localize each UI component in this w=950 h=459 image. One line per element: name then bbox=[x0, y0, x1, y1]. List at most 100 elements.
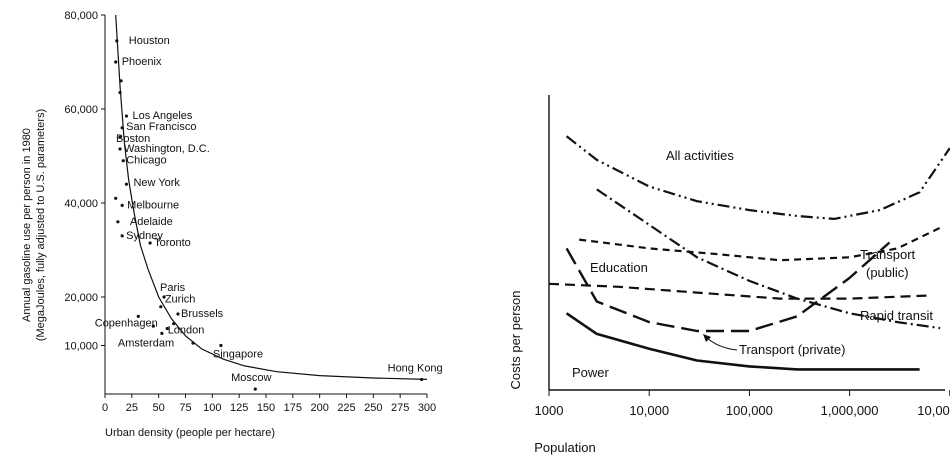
left-x-axis-title: Urban density (people per hectare) bbox=[105, 427, 275, 439]
left-y-axis-title-line1: Annual gasoline use per person in 1980 bbox=[21, 128, 33, 322]
data-point bbox=[120, 234, 124, 238]
series-line bbox=[548, 282, 928, 300]
x-tick-label: 125 bbox=[230, 402, 248, 414]
label-transport-private: Transport (private) bbox=[739, 342, 845, 357]
data-point bbox=[118, 90, 122, 95]
data-point bbox=[253, 387, 257, 391]
series-line bbox=[596, 188, 941, 330]
right-x-axis-title: Population bbox=[534, 440, 595, 455]
left-y-axis-title-line2: (MegaJoules, fully adjusted to U.S. para… bbox=[35, 109, 47, 341]
y-tick-label: 40,000 bbox=[64, 198, 98, 210]
series-line bbox=[565, 135, 950, 220]
x-tick-label: 1,000,000 bbox=[821, 403, 879, 418]
data-point bbox=[120, 126, 124, 130]
pointer-arrowhead bbox=[703, 334, 711, 342]
data-point bbox=[115, 39, 119, 43]
data-point bbox=[124, 114, 129, 118]
x-tick-label: 100,000 bbox=[726, 403, 773, 418]
data-point bbox=[121, 159, 125, 163]
x-tick-label: 150 bbox=[257, 402, 275, 414]
x-tick-label: 275 bbox=[391, 402, 409, 414]
data-point bbox=[116, 220, 120, 224]
series-line bbox=[565, 241, 891, 333]
pointer-arrow bbox=[705, 336, 738, 351]
city-label: Melbourne bbox=[127, 199, 179, 211]
label-rapid-transit: Rapid transit bbox=[860, 308, 933, 323]
x-tick-label: 0 bbox=[102, 402, 108, 414]
data-point bbox=[420, 377, 424, 382]
label-transport-public: Transport (public) bbox=[860, 247, 916, 280]
city-label: Singapore bbox=[213, 349, 263, 361]
x-tick-label: 50 bbox=[153, 402, 165, 414]
right-y-axis-title: Costs per person bbox=[508, 291, 523, 390]
right-series-labels: All activities Transport (public) Education… bbox=[572, 148, 933, 380]
city-label: San Francisco bbox=[126, 121, 196, 133]
x-tick-label: 175 bbox=[284, 402, 302, 414]
data-point bbox=[148, 241, 152, 245]
data-point bbox=[165, 326, 169, 331]
data-point bbox=[172, 322, 176, 326]
data-point bbox=[219, 343, 223, 348]
x-tick-label: 200 bbox=[310, 402, 328, 414]
city-label: Moscow bbox=[231, 372, 271, 384]
cost-population-chart: 1000 10,000 100,000 1,000,000 10,000,000 All… bbox=[508, 95, 950, 455]
data-point bbox=[151, 324, 155, 328]
data-point bbox=[160, 331, 164, 335]
left-x-ticks: 0 25 50 75 100 125 150 175 200 225 250 275 300 bbox=[102, 394, 436, 414]
city-label: Houston bbox=[129, 35, 170, 47]
y-tick-label: 80,000 bbox=[64, 10, 98, 22]
city-label: Toronto bbox=[154, 237, 191, 249]
city-label: Boston bbox=[116, 133, 150, 145]
data-point bbox=[119, 79, 123, 83]
x-tick-label: 100 bbox=[203, 402, 221, 414]
city-label: Copenhagen bbox=[95, 317, 158, 329]
city-label: Paris bbox=[160, 282, 186, 294]
city-label: Brussels bbox=[181, 308, 224, 320]
city-label: Los Angeles bbox=[132, 110, 192, 122]
x-tick-label: 75 bbox=[179, 402, 191, 414]
label-all-activities: All activities bbox=[666, 148, 734, 163]
y-tick-label: 20,000 bbox=[64, 292, 98, 304]
fit-curve bbox=[115, 14, 428, 380]
x-tick-label: 25 bbox=[126, 402, 138, 414]
x-tick-label: 10,000,000 bbox=[917, 403, 950, 418]
data-point bbox=[176, 312, 180, 316]
city-label: Amsterdam bbox=[118, 337, 174, 349]
left-y-ticks: 10,000 20,000 40,000 60,000 80,000 bbox=[64, 10, 105, 353]
right-x-ticks: 1000 10,000 100,000 1,000,000 10,000,000 bbox=[535, 390, 950, 418]
data-point bbox=[191, 341, 195, 345]
data-point bbox=[118, 147, 122, 151]
y-tick-label: 10,000 bbox=[64, 341, 98, 353]
city-label: Adelaide bbox=[130, 216, 173, 228]
x-tick-label: 1000 bbox=[535, 403, 564, 418]
city-label: Sydney bbox=[126, 230, 163, 242]
label-power: Power bbox=[572, 365, 610, 380]
label-education: Education bbox=[590, 260, 648, 275]
city-label: Chicago bbox=[126, 155, 166, 167]
data-point bbox=[159, 305, 163, 309]
data-point bbox=[162, 295, 166, 299]
city-label: New York bbox=[133, 177, 180, 189]
data-point bbox=[124, 182, 129, 186]
x-tick-label: 10,000 bbox=[629, 403, 669, 418]
right-series-lines bbox=[548, 135, 950, 371]
data-point bbox=[114, 196, 118, 200]
gasoline-density-chart: 10,000 20,000 40,000 60,000 80,000 0 25 50 75 10… bbox=[21, 10, 443, 439]
x-tick-label: 300 bbox=[418, 402, 436, 414]
city-label: Washington, D.C. bbox=[124, 143, 210, 155]
x-tick-label: 250 bbox=[364, 402, 382, 414]
city-label: Zurich bbox=[165, 294, 196, 306]
data-point bbox=[136, 314, 140, 318]
data-point bbox=[118, 135, 122, 139]
x-tick-label: 225 bbox=[337, 402, 355, 414]
city-label: Hong Kong bbox=[388, 362, 443, 374]
city-label: Phoenix bbox=[122, 56, 162, 68]
y-tick-label: 60,000 bbox=[64, 104, 98, 116]
right-axes bbox=[548, 95, 945, 391]
data-point bbox=[120, 203, 124, 207]
data-point bbox=[114, 60, 118, 64]
city-label: London bbox=[168, 325, 205, 337]
series-line bbox=[565, 312, 920, 371]
